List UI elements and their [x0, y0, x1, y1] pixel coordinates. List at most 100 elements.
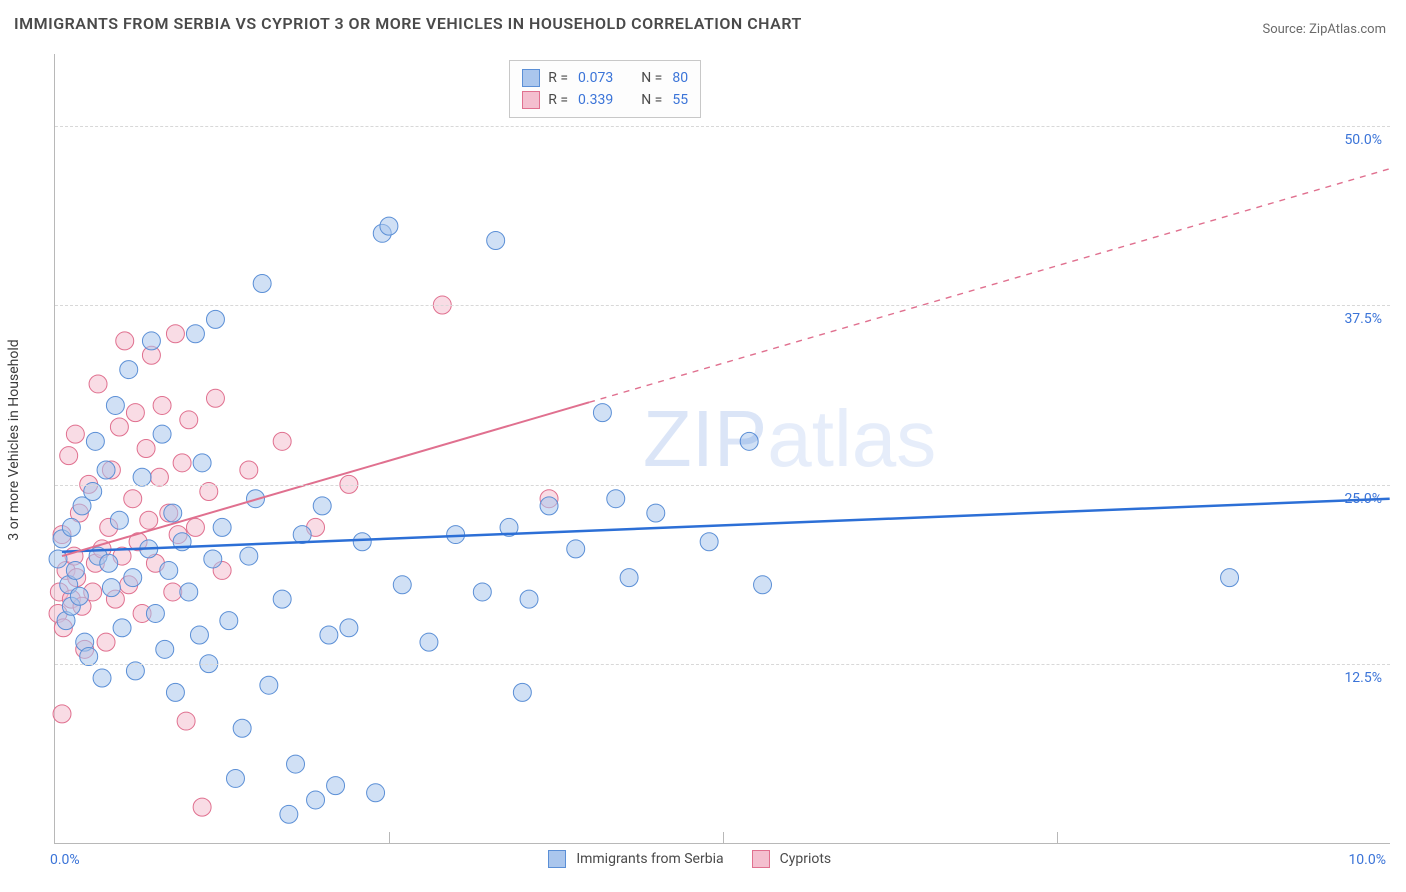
data-point: [1221, 569, 1239, 587]
data-point: [116, 332, 134, 350]
data-point: [164, 504, 182, 522]
data-point: [206, 389, 224, 407]
data-point: [420, 633, 438, 651]
data-point: [133, 468, 151, 486]
data-point: [204, 550, 222, 568]
legend-bottom: Immigrants from SerbiaCypriots: [548, 850, 849, 868]
legend-swatch: [548, 850, 566, 868]
data-point: [620, 569, 638, 587]
data-point: [97, 461, 115, 479]
data-point: [173, 454, 191, 472]
data-point: [380, 217, 398, 235]
data-point: [473, 583, 491, 601]
data-point: [513, 683, 531, 701]
data-point: [193, 798, 211, 816]
data-point: [110, 511, 128, 529]
data-point: [156, 640, 174, 658]
data-point: [320, 626, 338, 644]
data-point: [97, 633, 115, 651]
legend-row: R = 0.339 N = 55: [522, 89, 688, 111]
legend-swatch: [522, 69, 540, 87]
data-point: [186, 518, 204, 536]
data-point: [260, 676, 278, 694]
data-point: [80, 648, 98, 666]
legend-r-value: 0.339: [578, 92, 613, 108]
data-point: [193, 454, 211, 472]
legend-swatch: [752, 850, 770, 868]
x-tick-mark: [723, 832, 724, 844]
legend-top: R = 0.073 N = 80 R = 0.339 N = 55: [509, 60, 701, 118]
legend-n-value: 80: [672, 70, 688, 86]
data-point: [220, 612, 238, 630]
data-point: [593, 404, 611, 422]
data-point: [540, 497, 558, 515]
data-point: [70, 587, 88, 605]
y-axis-title: 3 or more Vehicles in Household: [6, 339, 22, 540]
data-point: [647, 504, 665, 522]
trend-line-dashed: [589, 169, 1390, 403]
y-tick-label: 25.0%: [1344, 491, 1382, 507]
data-point: [213, 518, 231, 536]
data-point: [140, 511, 158, 529]
x-tick-label: 0.0%: [50, 852, 80, 868]
data-point: [313, 497, 331, 515]
data-point: [153, 396, 171, 414]
data-point: [146, 604, 164, 622]
data-point: [126, 404, 144, 422]
data-point: [353, 533, 371, 551]
data-point: [206, 310, 224, 328]
legend-row: R = 0.073 N = 80: [522, 67, 688, 89]
trend-line: [62, 499, 1390, 552]
data-point: [113, 619, 131, 637]
data-point: [226, 769, 244, 787]
y-tick-label: 12.5%: [1344, 670, 1382, 686]
data-point: [124, 490, 142, 508]
data-point: [120, 361, 138, 379]
data-point: [393, 576, 411, 594]
data-point: [233, 719, 251, 737]
legend-n-label: N =: [641, 70, 662, 86]
legend-n-value: 55: [672, 92, 688, 108]
data-point: [93, 669, 111, 687]
data-point: [137, 440, 155, 458]
chart-title: IMMIGRANTS FROM SERBIA VS CYPRIOT 3 OR M…: [14, 14, 802, 33]
plot-area: ZIPatlas R = 0.073 N = 80 R = 0.339 N = …: [54, 54, 1390, 844]
data-point: [740, 432, 758, 450]
legend-r-label: R =: [548, 92, 568, 108]
data-point: [110, 418, 128, 436]
data-point: [253, 275, 271, 293]
source-label: Source: ZipAtlas.com: [1262, 22, 1386, 37]
data-point: [66, 561, 84, 579]
gridline-h: [55, 664, 1390, 665]
legend-series-label: Immigrants from Serbia: [576, 851, 723, 867]
y-tick-label: 37.5%: [1344, 311, 1382, 327]
data-point: [166, 325, 184, 343]
gridline-h: [55, 485, 1390, 486]
data-point: [307, 791, 325, 809]
data-point: [567, 540, 585, 558]
data-point: [100, 554, 118, 572]
plot-svg: [55, 54, 1390, 843]
data-point: [153, 425, 171, 443]
data-point: [754, 576, 772, 594]
data-point: [62, 518, 80, 536]
data-point: [240, 461, 258, 479]
x-tick-mark: [389, 832, 390, 844]
data-point: [487, 232, 505, 250]
gridline-h: [55, 305, 1390, 306]
data-point: [180, 583, 198, 601]
data-point: [89, 375, 107, 393]
x-tick-label: 10.0%: [1348, 852, 1386, 868]
data-point: [287, 755, 305, 773]
data-point: [124, 569, 142, 587]
data-point: [53, 705, 71, 723]
data-point: [160, 561, 178, 579]
data-point: [86, 432, 104, 450]
data-point: [520, 590, 538, 608]
data-point: [150, 468, 168, 486]
data-point: [240, 547, 258, 565]
correlation-chart: IMMIGRANTS FROM SERBIA VS CYPRIOT 3 OR M…: [0, 0, 1406, 892]
data-point: [327, 777, 345, 795]
data-point: [180, 411, 198, 429]
data-point: [367, 784, 385, 802]
